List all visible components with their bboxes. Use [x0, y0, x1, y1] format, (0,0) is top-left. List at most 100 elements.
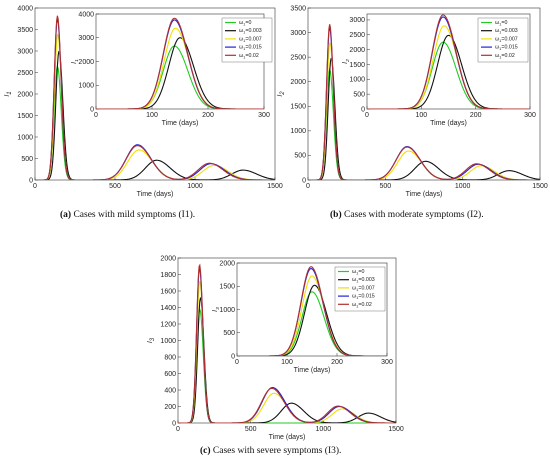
chart-c-xtick-label: 1500	[388, 426, 404, 433]
inset-c-xtick-label: 300	[381, 359, 393, 366]
chart-a-ylabel: I1	[4, 91, 13, 96]
chart-b-ytick-label: 500	[294, 153, 306, 160]
chart-c-ytick-label: 800	[164, 354, 176, 361]
chart-b-xtick-label: 0	[306, 183, 310, 190]
chart-a-xtick-label: 500	[109, 183, 121, 190]
chart-c-ytick-label: 1800	[160, 272, 176, 279]
chart-c-xtick-label: 0	[176, 426, 180, 433]
inset-c-legend-label: ω1=0.007	[352, 285, 375, 292]
inset-a-xtick-label: 300	[258, 112, 270, 119]
chart-b-ytick-label: 3500	[290, 5, 306, 12]
chart-c-ytick-label: 2000	[160, 255, 176, 262]
chart-c-ytick-label: 1200	[160, 321, 176, 328]
inset-a-legend-label: ω1=0.003	[239, 28, 262, 35]
inset-b-ytick-label: 2000	[349, 47, 365, 54]
chart-a-xlabel: Time (days)	[137, 191, 174, 198]
inset-b-series-line-4	[367, 14, 530, 109]
inset-c-ytick-label: 1000	[219, 307, 235, 314]
chart-c-ytick-label: 200	[164, 404, 176, 411]
inset-a-series-line-0	[96, 45, 264, 109]
inset-c-legend-label: ω1=0.003	[352, 277, 375, 284]
inset-b-legend-label: ω1=0.007	[495, 36, 518, 43]
chart-b-xtick-label: 1500	[532, 183, 548, 190]
chart-a-xtick-label: 0	[33, 183, 37, 190]
inset-a-ytick-label: 4000	[78, 11, 94, 18]
inset-c-legend-box	[334, 266, 386, 312]
inset-c-ytick-label: 1500	[219, 284, 235, 291]
chart-b-ytick-label: 3000	[290, 30, 306, 37]
inset-b-legend-label: ω1=0.02	[495, 53, 515, 60]
inset-b-legend-label: ω1=0.003	[495, 28, 518, 35]
chart-c: 0 500 1000 15000200400600800100012001400160…	[147, 255, 404, 441]
main-c-series-line-4	[178, 263, 396, 423]
inset-c-xtick-label: 100	[281, 359, 293, 366]
chart-a-ytick-label: 1000	[17, 134, 33, 141]
inset-c-xtick-label: 0	[235, 359, 239, 366]
chart-a-ytick-label: 2500	[17, 70, 33, 77]
chart-b-ytick-label: 1000	[290, 128, 306, 135]
chart-a-ytick-label: 1500	[17, 113, 33, 120]
chart-a-ytick-label: 4000	[17, 5, 33, 12]
inset-a-xtick-label: 0	[94, 112, 98, 119]
inset-c-ylabel: I3	[212, 307, 221, 312]
inset-b-ytick-label: 0	[361, 106, 365, 113]
chart-c-xtick-label: 1000	[316, 426, 332, 433]
chart-c-ytick-label: 400	[164, 387, 176, 394]
chart-a-ytick-label: 3000	[17, 48, 33, 55]
inset-a-ytick-label: 0	[90, 106, 94, 113]
inset-b-series-line-0	[367, 41, 530, 109]
main-a-series-line-4	[35, 15, 275, 180]
chart-a-ytick-label: 500	[21, 156, 33, 163]
inset-c-ytick-label: 500	[223, 330, 235, 337]
inset-a-series-line-2	[96, 27, 264, 109]
inset-b-series-line-3	[367, 16, 530, 109]
inset-b-xtick-label: 200	[470, 112, 482, 119]
inset-a-series-line-4	[96, 17, 264, 109]
chart-b-ytick-label: 1500	[290, 104, 306, 111]
inset-b-legend-label: ω1=0	[495, 20, 507, 27]
inset-c-legend-label: ω1=0	[352, 269, 364, 276]
chart-b: 0 500 1000 1500 0 500 1000 1500 2000 2500 3000 3500…	[277, 5, 548, 198]
inset-b-legend-label: ω1=0.015	[495, 45, 518, 52]
inset-b-ylabel: I2	[342, 59, 351, 64]
inset-b-xtick-label: 300	[524, 112, 536, 119]
chart-b-ylabel: I2	[277, 91, 286, 97]
chart-a-ytick-label: 2000	[17, 91, 33, 98]
inset-a-ytick-label: 3000	[78, 35, 94, 42]
inset-b-xtick-label: 100	[415, 112, 427, 119]
inset-b-legend-box	[477, 17, 529, 63]
inset-c-xtick-label: 200	[331, 359, 343, 366]
inset-a-legend-label: ω1=0.015	[239, 45, 262, 52]
inset-a-ylabel: I1	[71, 59, 80, 64]
chart-a-xtick-label: 1000	[187, 183, 203, 190]
inset-a-xlabel: Time (days)	[162, 120, 199, 127]
chart-c-ytick-label: 0	[172, 420, 176, 427]
chart-b-xtick-label: 1000	[455, 183, 471, 190]
caption-c: (c) Cases with severe symptoms (I3).	[200, 446, 342, 456]
inset-c-legend-label: ω1=0.02	[352, 302, 372, 309]
chart-c-ytick-label: 1400	[160, 305, 176, 312]
chart-c-ytick-label: 1000	[160, 338, 176, 345]
inset-b-series-line-2	[367, 25, 530, 109]
chart-c-xtick-label: 500	[245, 426, 257, 433]
chart-a-xtick-label: 1500	[267, 183, 283, 190]
inset-c-ytick-label: 2000	[219, 260, 235, 267]
chart-a: 0 500 1000 15000500100015002000250030003500…	[4, 5, 283, 198]
inset-a-ytick-label: 2000	[78, 59, 94, 66]
chart-c-ytick-label: 600	[164, 371, 176, 378]
inset-b-ytick-label: 1500	[349, 62, 365, 69]
chart-c-ylabel: I3	[147, 337, 156, 343]
caption-a: (a) Cases with mild symptoms (I1).	[60, 210, 196, 220]
main-b-series-line-4	[308, 24, 540, 180]
chart-b-ytick-label: 2000	[290, 79, 306, 86]
chart-b-xtick-label: 500	[379, 183, 391, 190]
inset-c-xlabel: Time (days)	[294, 367, 331, 374]
chart-b-ytick-label: 2500	[290, 54, 306, 61]
inset-a-legend-label: ω1=0.007	[239, 36, 262, 43]
inset-b-ytick-label: 1000	[349, 77, 365, 84]
inset-b-ytick-label: 3000	[349, 17, 365, 24]
chart-b-xlabel: Time (days)	[406, 191, 443, 198]
inset-a-xtick-label: 200	[202, 112, 214, 119]
